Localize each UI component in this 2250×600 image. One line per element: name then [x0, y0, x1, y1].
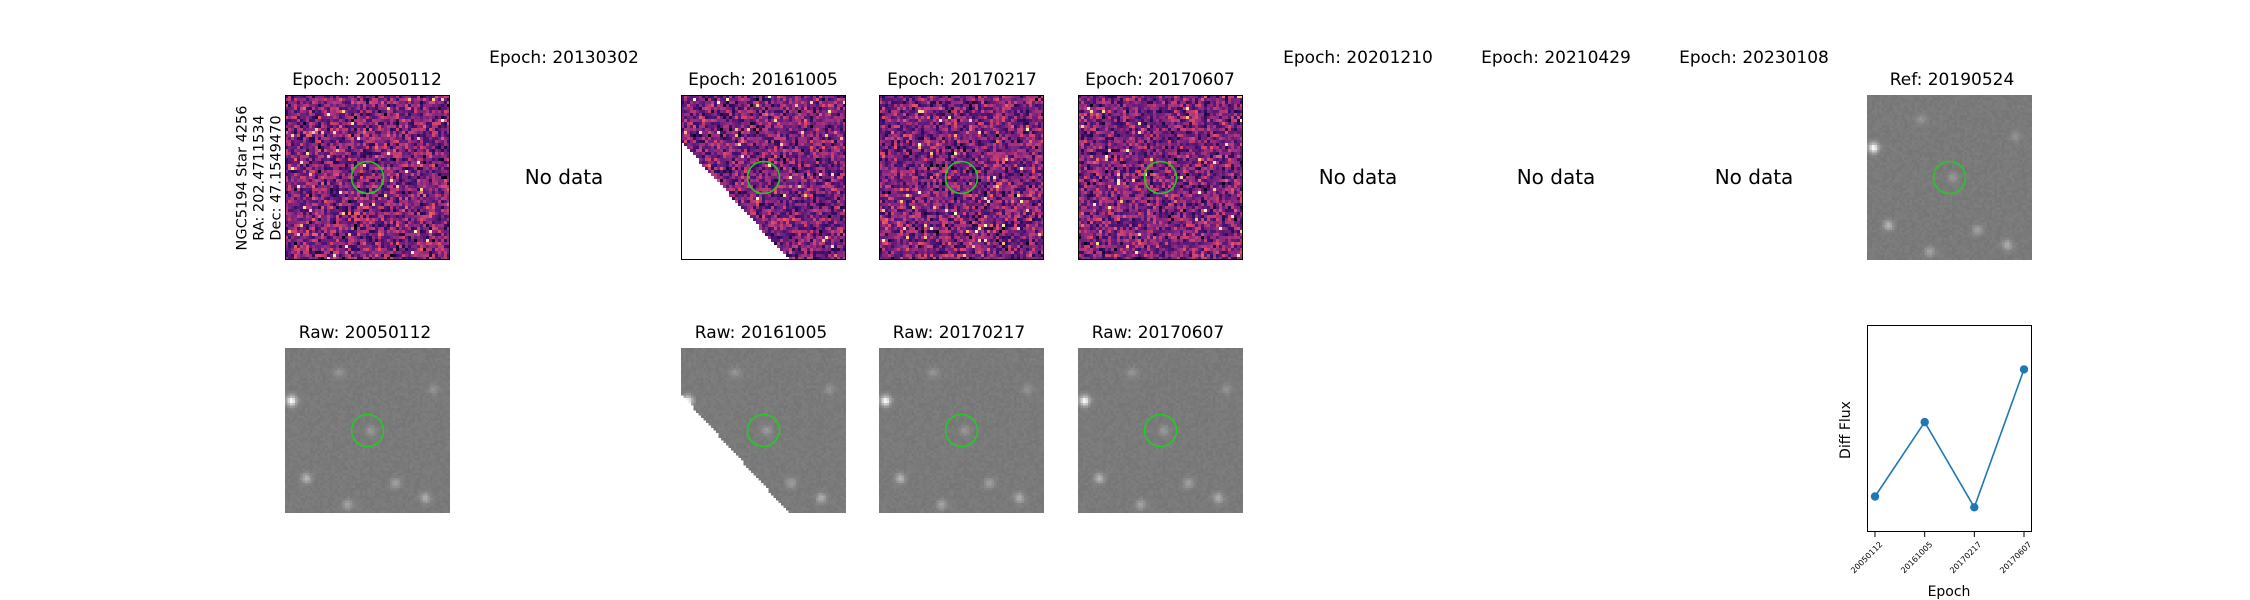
raw-image-epoch-3	[681, 348, 846, 513]
lightcurve-point	[1870, 492, 1880, 501]
lightcurve-point	[1920, 417, 1929, 427]
raw-image-pixels	[1078, 348, 1243, 513]
raw-image-epoch-5	[1078, 348, 1243, 513]
target-marker-circle	[746, 160, 781, 195]
lightcurve-xtick-label: 20170217	[1949, 540, 1984, 575]
target-marker-circle	[1143, 413, 1178, 448]
object-dec: Dec: 47.1549470	[269, 68, 286, 288]
lightcurve-xtick-label: 20161005	[1899, 540, 1934, 575]
difference-image-pixels	[681, 95, 846, 260]
target-marker-circle	[1932, 160, 1967, 195]
raw-title-5: Raw: 20170607	[1092, 323, 1225, 343]
lightcurve-xtick-label: 20050112	[1849, 540, 1884, 575]
raw-image-epoch-1	[285, 348, 450, 513]
diff-image-epoch-5	[1078, 95, 1243, 260]
diff-image-epoch-4	[879, 95, 1044, 260]
difference-image-pixels	[1078, 95, 1243, 260]
panel-title-epoch-2: Epoch: 20130302	[489, 48, 639, 68]
object-label: NGC5194 Star 4256 RA: 202.4711534 Dec: 4…	[235, 68, 286, 288]
target-marker-circle	[944, 160, 979, 195]
raw-image-pixels	[681, 348, 846, 513]
difference-image-pixels	[285, 95, 450, 260]
raw-image-pixels	[879, 348, 1044, 513]
panel-title-epoch-6: Epoch: 20201210	[1283, 48, 1433, 68]
no-data-epoch-2: No data	[525, 165, 604, 189]
raw-title-1: Raw: 20050112	[299, 323, 432, 343]
panel-title-ref: Ref: 20190524	[1890, 70, 2015, 90]
no-data-epoch-7: No data	[1517, 165, 1596, 189]
difference-image-pixels	[879, 95, 1044, 260]
reference-image	[1867, 95, 2032, 260]
panel-title-epoch-4: Epoch: 20170217	[887, 70, 1037, 90]
no-data-epoch-6: No data	[1319, 165, 1398, 189]
lightcurve-point	[2019, 365, 2029, 374]
raw-title-3: Raw: 20161005	[695, 323, 828, 343]
target-marker-circle	[350, 413, 385, 448]
lightcurve-xtick-label: 20170607	[1998, 540, 2033, 575]
target-marker-circle	[746, 413, 781, 448]
panel-title-epoch-5: Epoch: 20170607	[1085, 70, 1235, 90]
raw-image-epoch-4	[879, 348, 1044, 513]
lightcurve-xlabel: Epoch	[1928, 584, 1971, 600]
panel-title-epoch-3: Epoch: 20161005	[688, 70, 838, 90]
raw-title-4: Raw: 20170217	[893, 323, 1026, 343]
diff-image-epoch-3	[681, 95, 846, 260]
lightcurve-svg	[1867, 325, 2032, 537]
raw-image-pixels	[285, 348, 450, 513]
lightcurve-plot	[1867, 325, 2032, 537]
panel-title-epoch-7: Epoch: 20210429	[1481, 48, 1631, 68]
target-marker-circle	[350, 160, 385, 195]
diff-image-epoch-1	[285, 95, 450, 260]
object-ra: RA: 202.4711534	[252, 68, 269, 288]
lightcurve-frame	[1867, 325, 2032, 532]
panel-title-epoch-8: Epoch: 20230108	[1679, 48, 1829, 68]
lightcurve-line	[1874, 369, 2025, 510]
raw-image-pixels	[1867, 95, 2032, 260]
lightcurve-point	[1970, 503, 1979, 512]
object-name: NGC5194 Star 4256	[235, 68, 252, 288]
target-marker-circle	[1143, 160, 1178, 195]
no-data-epoch-8: No data	[1715, 165, 1794, 189]
lightcurve-ylabel: Diff Flux	[1838, 401, 1854, 459]
target-marker-circle	[944, 413, 979, 448]
panel-title-epoch-1: Epoch: 20050112	[292, 70, 442, 90]
